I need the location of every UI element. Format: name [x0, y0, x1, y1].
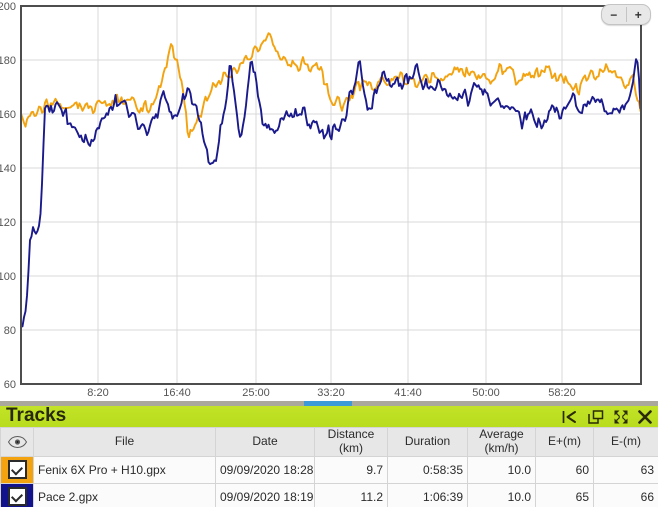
svg-text:100: 100 [0, 271, 16, 283]
svg-text:160: 160 [0, 109, 16, 121]
svg-text:80: 80 [4, 325, 16, 337]
svg-text:25:00: 25:00 [242, 387, 270, 399]
svg-text:58:20: 58:20 [548, 387, 576, 399]
svg-text:50:00: 50:00 [472, 387, 500, 399]
svg-text:200: 200 [0, 1, 16, 13]
svg-text:140: 140 [0, 163, 16, 175]
svg-text:120: 120 [0, 217, 16, 229]
svg-text:41:40: 41:40 [394, 387, 422, 399]
svg-text:33:20: 33:20 [317, 387, 345, 399]
svg-text:60: 60 [4, 379, 16, 391]
svg-text:16:40: 16:40 [163, 387, 191, 399]
svg-text:8:20: 8:20 [87, 387, 108, 399]
svg-text:180: 180 [0, 55, 16, 67]
